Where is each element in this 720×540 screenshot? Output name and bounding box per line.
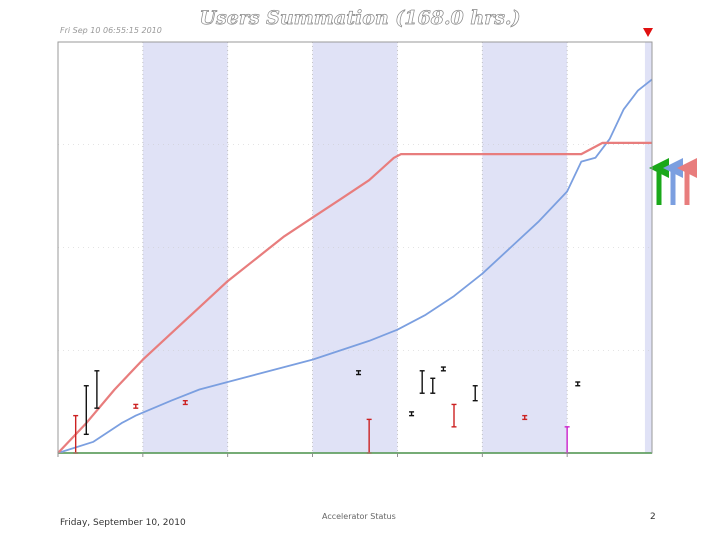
annotation-bar-8 bbox=[419, 370, 425, 394]
shaded-region-2 bbox=[482, 42, 568, 453]
annotation-bar-4 bbox=[182, 399, 188, 406]
annotation-bar-3 bbox=[133, 403, 139, 409]
chart-timestamp: Fri Sep 10 06:55:15 2010 bbox=[60, 26, 162, 35]
shaded-region-1 bbox=[312, 42, 398, 453]
plot-frame bbox=[57, 41, 653, 454]
end-marker-icon bbox=[643, 28, 653, 37]
annotation-bar-13 bbox=[522, 414, 528, 421]
annotation-bar-7 bbox=[409, 411, 415, 417]
annotation-bar-2 bbox=[94, 370, 100, 409]
annotation-bar-11 bbox=[451, 403, 457, 428]
footer-center: Accelerator Status bbox=[322, 512, 396, 521]
annotation-bar-9 bbox=[430, 377, 436, 394]
series-line-bnb bbox=[57, 78, 653, 454]
annotation-bar-10 bbox=[440, 366, 446, 372]
annotation-bar-5 bbox=[356, 370, 362, 376]
series-line-numi bbox=[57, 141, 652, 454]
annotation-bar-12 bbox=[472, 385, 478, 402]
shaded-region-0 bbox=[142, 42, 228, 453]
page-number: 2 bbox=[650, 512, 656, 522]
annotation-bar-15 bbox=[575, 381, 581, 387]
footer-date: Friday, September 10, 2010 bbox=[60, 518, 186, 528]
chart-title: Users Summation (168.0 hrs.) bbox=[199, 7, 520, 29]
annotation-bar-1 bbox=[83, 385, 89, 436]
